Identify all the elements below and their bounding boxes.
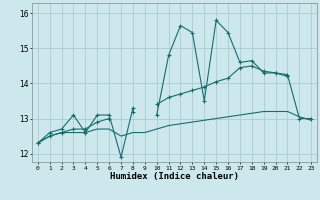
X-axis label: Humidex (Indice chaleur): Humidex (Indice chaleur) xyxy=(110,172,239,181)
